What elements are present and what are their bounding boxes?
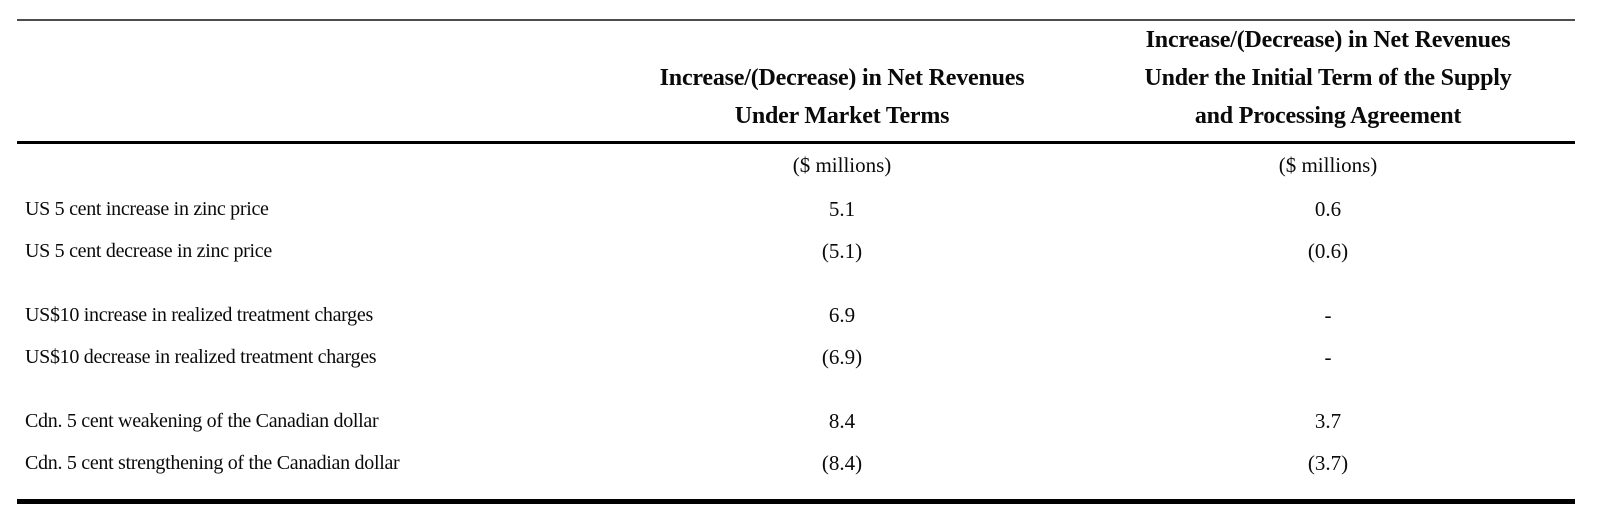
market-terms-value: (5.1) (821, 238, 863, 263)
initial-term-value: (3.7) (1307, 450, 1349, 475)
col-header-initial-term: Increase/(Decrease) in Net Revenues Unde… (1067, 21, 1575, 135)
table-row: Cdn. 5 cent weakening of the Canadian do… (17, 400, 1575, 442)
header-line: Increase/(Decrease) in Net Revenues (659, 65, 1025, 91)
header-line: Increase/(Decrease) in Net Revenues (1145, 27, 1511, 53)
table-bottom-rule (17, 499, 1575, 504)
initial-term-value: 0.6 (1314, 196, 1342, 221)
row-group-canadian-dollar: Cdn. 5 cent weakening of the Canadian do… (17, 400, 1575, 484)
col-header-market-terms: Increase/(Decrease) in Net Revenues Unde… (617, 59, 1067, 135)
row-label: US 5 cent decrease in zinc price (25, 239, 272, 262)
row-group-treatment-charges: US$10 increase in realized treatment cha… (17, 294, 1575, 378)
units-label-market-terms: ($ millions) (792, 153, 892, 177)
row-label: US 5 cent increase in zinc price (25, 197, 269, 220)
table-row: US 5 cent increase in zinc price 5.1 0.6 (17, 188, 1575, 230)
row-label: US$10 decrease in realized treatment cha… (25, 345, 377, 368)
header-line: and Processing Agreement (1194, 103, 1462, 129)
header-line: Under the Initial Term of the Supply (1144, 65, 1512, 91)
table-row: US$10 decrease in realized treatment cha… (17, 336, 1575, 378)
row-label: Cdn. 5 cent strengthening of the Canadia… (25, 451, 400, 474)
table-row: US$10 increase in realized treatment cha… (17, 294, 1575, 336)
market-terms-value: (8.4) (821, 450, 863, 475)
market-terms-value: 8.4 (828, 408, 856, 433)
sensitivity-table: Increase/(Decrease) in Net Revenues Unde… (17, 19, 1575, 504)
units-spacer-cell (17, 148, 617, 182)
row-label: US$10 increase in realized treatment cha… (25, 303, 373, 326)
row-group-zinc-price: US 5 cent increase in zinc price 5.1 0.6… (17, 188, 1575, 272)
initial-term-value: - (1324, 302, 1332, 327)
initial-term-value: (0.6) (1307, 238, 1349, 263)
market-terms-value: 6.9 (828, 302, 856, 327)
units-label-initial-term: ($ millions) (1278, 153, 1378, 177)
market-terms-value: 5.1 (828, 196, 856, 221)
units-row: ($ millions) ($ millions) (17, 144, 1575, 182)
table-row: US 5 cent decrease in zinc price (5.1) (… (17, 230, 1575, 272)
header-line: Under Market Terms (734, 103, 950, 129)
table-row: Cdn. 5 cent strengthening of the Canadia… (17, 442, 1575, 484)
row-label: Cdn. 5 cent weakening of the Canadian do… (25, 409, 379, 432)
initial-term-value: 3.7 (1314, 408, 1342, 433)
initial-term-value: - (1324, 344, 1332, 369)
table-header-row: Increase/(Decrease) in Net Revenues Unde… (17, 19, 1575, 144)
market-terms-value: (6.9) (821, 344, 863, 369)
